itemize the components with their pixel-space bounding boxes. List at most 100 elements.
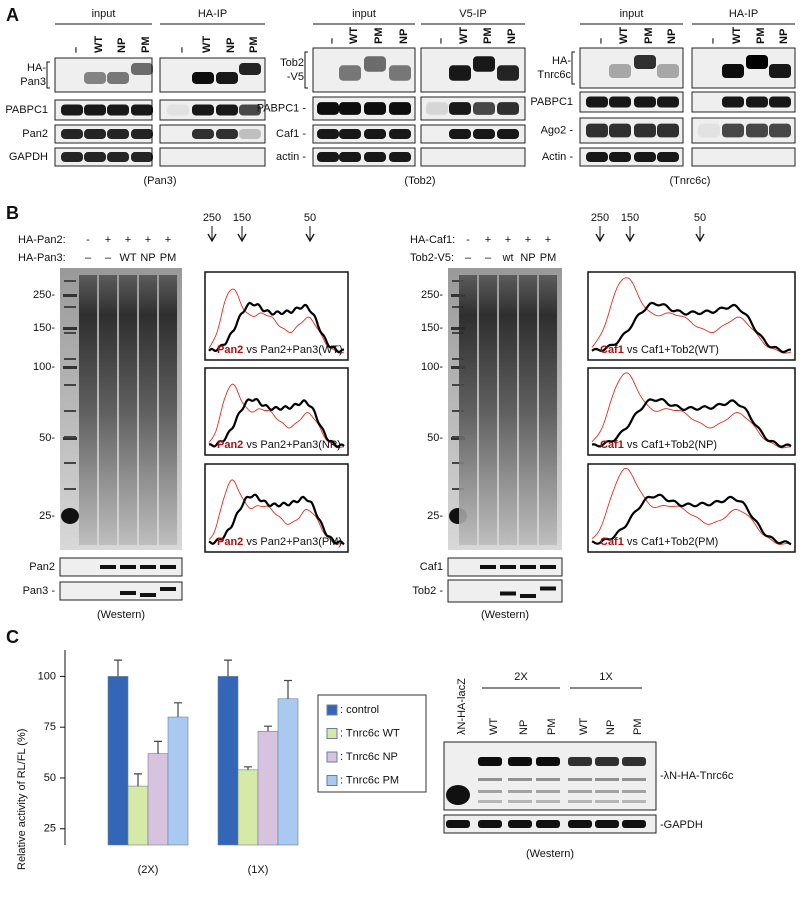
gel-lane bbox=[79, 275, 97, 545]
error-bar bbox=[264, 725, 272, 732]
western-band bbox=[160, 565, 176, 569]
western-band bbox=[568, 790, 592, 793]
blot-band bbox=[609, 64, 631, 78]
profile-text: vs Caf1+Tob2(PM) bbox=[624, 536, 718, 548]
western-band bbox=[595, 820, 619, 828]
lane-label: NP bbox=[666, 29, 678, 44]
marker-band bbox=[64, 306, 76, 308]
western-band bbox=[540, 565, 556, 569]
blot-header: V5-IP bbox=[459, 8, 487, 20]
western-band bbox=[508, 790, 532, 793]
lane-label: – bbox=[595, 38, 607, 44]
blot-band bbox=[131, 104, 153, 116]
gel-lane bbox=[459, 275, 477, 545]
legend-label: : Tnrc6c WT bbox=[340, 727, 400, 739]
marker-label: 100- bbox=[421, 361, 443, 373]
blot-band bbox=[769, 96, 791, 108]
row-label: PABPC1 bbox=[530, 96, 573, 108]
lane-label: NP bbox=[778, 29, 790, 44]
x-tick-label: (2X) bbox=[138, 864, 159, 876]
blot-band bbox=[317, 152, 339, 162]
lane-symbol: + bbox=[145, 234, 151, 246]
profile-red bbox=[591, 372, 792, 449]
blot-header: HA-IP bbox=[729, 8, 758, 20]
western-band bbox=[595, 778, 619, 781]
blot-band bbox=[769, 64, 791, 78]
lane-symbol: + bbox=[525, 234, 531, 246]
blot-band bbox=[107, 152, 129, 162]
marker-band bbox=[64, 384, 76, 386]
row-label: Tob2 - bbox=[412, 585, 443, 597]
western-band bbox=[508, 800, 532, 803]
western-band bbox=[536, 757, 560, 766]
western-caption: (Western) bbox=[481, 609, 529, 621]
blot-band bbox=[339, 102, 361, 115]
marker-band bbox=[64, 410, 76, 412]
lane-label: – bbox=[707, 38, 719, 44]
lane-label: PM bbox=[546, 719, 558, 736]
marker-band bbox=[64, 332, 76, 334]
gel-lane bbox=[139, 275, 157, 545]
legend-label: : control bbox=[340, 704, 379, 716]
blot-band bbox=[586, 96, 608, 108]
blot-band bbox=[389, 129, 411, 139]
gel-lane bbox=[99, 275, 117, 545]
row-label: Pan3 - bbox=[23, 585, 56, 597]
western-band bbox=[500, 565, 516, 569]
marker-spot bbox=[61, 508, 79, 524]
lane-symbol: PM bbox=[160, 252, 177, 264]
lane-symbol: – bbox=[85, 252, 92, 264]
blot-band bbox=[609, 152, 631, 162]
legend-swatch bbox=[326, 775, 338, 786]
arrow-head bbox=[595, 233, 605, 243]
blot-band bbox=[61, 129, 83, 139]
lane-label: PM bbox=[632, 719, 644, 736]
arrow-label: 250 bbox=[203, 212, 221, 224]
gel-lane bbox=[499, 275, 517, 545]
lane-symbol: – bbox=[105, 252, 112, 264]
blot-band bbox=[216, 104, 238, 116]
western-band bbox=[480, 565, 496, 569]
blot-band bbox=[657, 96, 679, 108]
profile-text: vs Caf1+Tob2(WT) bbox=[624, 344, 719, 356]
profile-text: vs Pan2+Pan3(WT) bbox=[243, 344, 342, 356]
blot-band bbox=[364, 129, 386, 139]
lane-symbol: PM bbox=[540, 252, 557, 264]
blot-band bbox=[634, 152, 656, 162]
x-tick-label: (1X) bbox=[248, 864, 269, 876]
western-band bbox=[446, 785, 470, 805]
blot-band bbox=[722, 64, 744, 78]
y-tick-label: 75 bbox=[44, 721, 56, 733]
western-band bbox=[500, 591, 516, 596]
blot-row bbox=[159, 147, 266, 167]
row-label: HA-Pan3: bbox=[18, 252, 66, 264]
bar bbox=[237, 769, 259, 846]
blot-band bbox=[339, 152, 361, 162]
marker-band bbox=[64, 488, 76, 490]
blot-band bbox=[61, 104, 83, 116]
lane-symbol: + bbox=[125, 234, 131, 246]
row-label: HA- bbox=[27, 62, 46, 74]
y-tick-label: 50 bbox=[44, 772, 56, 784]
lane-symbol: + bbox=[485, 234, 491, 246]
profile-black bbox=[208, 493, 345, 546]
gel-lane bbox=[119, 275, 137, 545]
row-label: Pan3 bbox=[20, 76, 46, 88]
legend-swatch bbox=[326, 751, 338, 763]
arrow-head bbox=[305, 233, 315, 243]
profile-box bbox=[587, 367, 796, 456]
lane-label: NP bbox=[518, 720, 530, 735]
lane-label: PM bbox=[140, 37, 152, 54]
profile-box bbox=[587, 463, 796, 553]
western-band bbox=[100, 565, 116, 569]
lane-label: NP bbox=[605, 720, 617, 735]
lane-label: – bbox=[176, 47, 188, 53]
blot-band bbox=[657, 152, 679, 162]
profile-box bbox=[204, 463, 349, 553]
blot-band bbox=[364, 152, 386, 162]
marker-band bbox=[63, 327, 77, 330]
row-label: Tnrc6c bbox=[537, 69, 571, 81]
blot-band bbox=[657, 123, 679, 138]
blot-band bbox=[634, 123, 656, 138]
western-band bbox=[508, 757, 532, 766]
